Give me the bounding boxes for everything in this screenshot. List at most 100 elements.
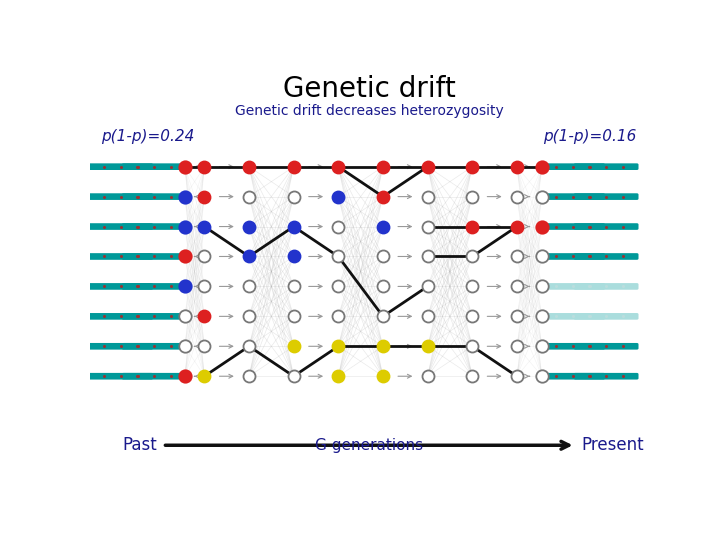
FancyBboxPatch shape [540,223,605,230]
Point [243,312,255,321]
Point [422,372,433,381]
Point [333,163,344,171]
FancyBboxPatch shape [574,193,639,200]
FancyBboxPatch shape [540,253,605,260]
Point [467,252,478,261]
FancyBboxPatch shape [89,223,153,230]
Point [536,372,548,381]
Point [377,312,389,321]
Text: p(1-p)=0.24: p(1-p)=0.24 [101,129,194,144]
Point [377,192,389,201]
Point [377,282,389,291]
Point [467,222,478,231]
FancyBboxPatch shape [574,253,639,260]
Point [179,222,191,231]
Point [243,372,255,381]
Point [199,342,210,350]
FancyBboxPatch shape [540,373,605,380]
Point [243,342,255,350]
Point [199,163,210,171]
FancyBboxPatch shape [574,373,639,380]
Point [288,222,300,231]
Text: Past: Past [122,436,157,454]
FancyBboxPatch shape [122,283,186,290]
Point [333,372,344,381]
Point [333,192,344,201]
FancyBboxPatch shape [89,193,153,200]
Point [333,282,344,291]
FancyBboxPatch shape [574,313,639,320]
Point [511,163,523,171]
Point [467,163,478,171]
Text: Genetic drift decreases heterozygosity: Genetic drift decreases heterozygosity [235,104,503,118]
Point [511,342,523,350]
Point [536,192,548,201]
Point [536,222,548,231]
Point [377,342,389,350]
FancyBboxPatch shape [540,193,605,200]
Point [377,252,389,261]
Point [243,163,255,171]
Point [467,342,478,350]
FancyBboxPatch shape [122,223,186,230]
Point [467,192,478,201]
FancyBboxPatch shape [122,163,186,170]
Point [199,312,210,321]
Text: Genetic drift: Genetic drift [283,75,455,103]
Point [243,282,255,291]
Point [422,252,433,261]
FancyBboxPatch shape [89,343,153,349]
Point [288,282,300,291]
FancyBboxPatch shape [89,313,153,320]
Point [288,163,300,171]
Point [536,282,548,291]
Point [179,282,191,291]
FancyBboxPatch shape [540,313,605,320]
Point [536,312,548,321]
Point [511,372,523,381]
Point [288,372,300,381]
Point [333,222,344,231]
Point [511,282,523,291]
Point [199,252,210,261]
FancyBboxPatch shape [89,283,153,290]
Point [377,222,389,231]
Point [422,163,433,171]
Text: p(1-p)=0.16: p(1-p)=0.16 [544,129,637,144]
Point [199,192,210,201]
Point [179,163,191,171]
Point [199,372,210,381]
Point [511,222,523,231]
FancyBboxPatch shape [89,163,153,170]
FancyBboxPatch shape [122,313,186,320]
Point [377,163,389,171]
FancyBboxPatch shape [540,283,605,290]
Point [422,342,433,350]
FancyBboxPatch shape [574,343,639,349]
Point [511,312,523,321]
Point [243,192,255,201]
Point [422,312,433,321]
Point [422,282,433,291]
Point [511,252,523,261]
FancyBboxPatch shape [122,373,186,380]
Point [199,282,210,291]
FancyBboxPatch shape [540,163,605,170]
Point [511,192,523,201]
FancyBboxPatch shape [122,193,186,200]
Point [243,222,255,231]
Point [288,312,300,321]
FancyBboxPatch shape [574,223,639,230]
Point [536,342,548,350]
Point [288,342,300,350]
Point [179,252,191,261]
Point [288,192,300,201]
Point [333,252,344,261]
Point [179,192,191,201]
FancyBboxPatch shape [89,373,153,380]
Point [333,312,344,321]
Point [179,342,191,350]
Point [288,252,300,261]
FancyBboxPatch shape [122,343,186,349]
Point [422,192,433,201]
